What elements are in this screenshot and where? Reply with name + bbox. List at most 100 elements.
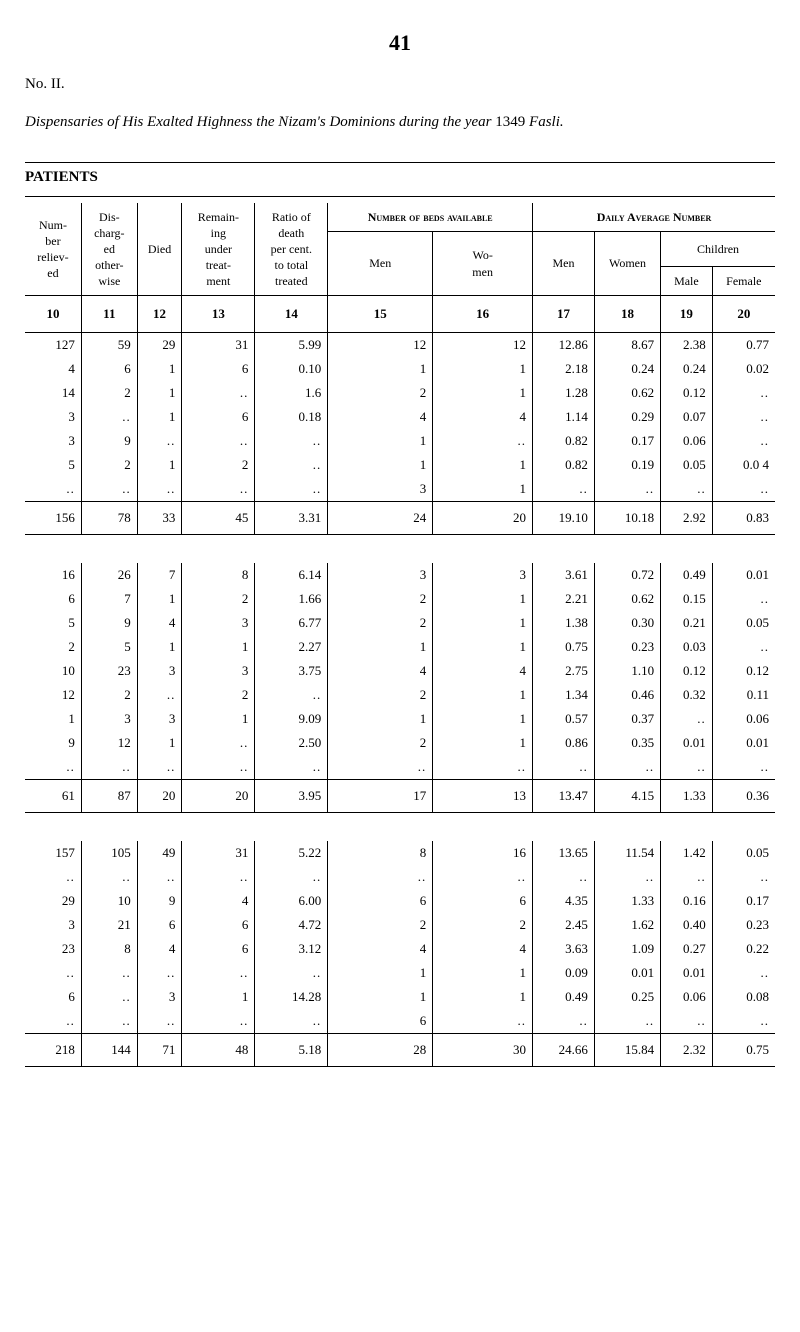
data-cell: .. — [182, 477, 255, 502]
data-cell: .. — [661, 707, 713, 731]
data-cell: .. — [182, 1009, 255, 1034]
data-cell: .. — [137, 755, 182, 780]
subtotal-cell: 45 — [182, 502, 255, 535]
col-child-male: Male — [661, 267, 713, 296]
data-cell: 12.86 — [533, 333, 595, 358]
col-number-cell: 14 — [255, 296, 328, 333]
data-cell: 14 — [25, 381, 81, 405]
data-cell: 3 — [433, 563, 533, 587]
title-suffix: Fasli. — [525, 114, 563, 130]
data-cell: 2 — [328, 381, 433, 405]
subtotal-cell: 15.84 — [594, 1034, 660, 1067]
data-cell: 6.77 — [255, 611, 328, 635]
data-cell: 1 — [137, 453, 182, 477]
data-cell: .. — [137, 961, 182, 985]
table-row: ...................... — [25, 755, 775, 780]
col-number-cell: 20 — [712, 296, 775, 333]
data-cell: 6 — [182, 357, 255, 381]
table-row: 67121.66212.210.620.15.. — [25, 587, 775, 611]
data-cell: 1.33 — [594, 889, 660, 913]
subtotal-cell: 1.33 — [661, 780, 713, 813]
number-beds-label: Number of beds available — [368, 210, 493, 224]
data-cell: 9 — [81, 429, 137, 453]
data-cell: 0.49 — [533, 985, 595, 1009]
data-cell: .. — [712, 381, 775, 405]
data-cell: .. — [25, 1009, 81, 1034]
data-cell: .. — [255, 1009, 328, 1034]
data-cell: 0.29 — [594, 405, 660, 429]
subtotal-cell: 144 — [81, 1034, 137, 1067]
data-cell: 4 — [433, 659, 533, 683]
data-cell: 9 — [81, 611, 137, 635]
data-cell: .. — [81, 477, 137, 502]
data-cell: 1 — [433, 611, 533, 635]
data-cell: 2 — [182, 683, 255, 707]
data-cell: 1 — [25, 707, 81, 731]
data-cell: 8 — [182, 563, 255, 587]
table-row: 122..2..211.340.460.320.11 — [25, 683, 775, 707]
data-cell: 0.30 — [594, 611, 660, 635]
data-cell: 0.32 — [661, 683, 713, 707]
data-cell: 9 — [137, 889, 182, 913]
data-cell: 1 — [137, 635, 182, 659]
data-cell: 0.23 — [594, 635, 660, 659]
title-prefix: Dispensaries of His Exalted Highness the… — [25, 114, 495, 130]
data-cell: 1 — [433, 453, 533, 477]
data-cell: 0.06 — [712, 707, 775, 731]
data-cell: 1 — [137, 381, 182, 405]
subtotal-row: 618720203.95171313.474.151.330.36 — [25, 780, 775, 813]
table-row: 238463.12443.631.090.270.22 — [25, 937, 775, 961]
data-cell: .. — [594, 865, 660, 889]
data-cell: .. — [81, 1009, 137, 1034]
data-cell: 3 — [25, 913, 81, 937]
data-cell: 12 — [433, 333, 533, 358]
data-cell: 6 — [137, 913, 182, 937]
subtotal-cell: 10.18 — [594, 502, 660, 535]
data-cell: 6 — [433, 889, 533, 913]
data-cell: .. — [255, 683, 328, 707]
data-cell: 1.34 — [533, 683, 595, 707]
table-row: 2910946.00664.351.330.160.17 — [25, 889, 775, 913]
subtotal-cell: 48 — [182, 1034, 255, 1067]
data-cell: .. — [81, 755, 137, 780]
subtotal-cell: 3.31 — [255, 502, 328, 535]
data-cell: 0.24 — [661, 357, 713, 381]
col-remaining: Remain-ingundertreat-ment — [182, 203, 255, 296]
col-avg-men: Men — [533, 231, 595, 296]
data-cell: 0.09 — [533, 961, 595, 985]
data-cell: 12 — [81, 731, 137, 755]
table-row: 39......1..0.820.170.06.. — [25, 429, 775, 453]
data-cell: .. — [182, 865, 255, 889]
col-discharged: Dis-charg-edother-wise — [81, 203, 137, 296]
data-cell: 4 — [328, 937, 433, 961]
data-cell: 4.35 — [533, 889, 595, 913]
data-cell: 26 — [81, 563, 137, 587]
data-cell: 4 — [433, 937, 533, 961]
data-cell: 2 — [81, 683, 137, 707]
data-cell: 3 — [328, 563, 433, 587]
data-cell: .. — [25, 961, 81, 985]
data-cell: 0.01 — [712, 563, 775, 587]
subtotal-cell: 71 — [137, 1034, 182, 1067]
data-cell: .. — [182, 731, 255, 755]
data-cell: .. — [533, 1009, 595, 1034]
data-cell: 13.65 — [533, 841, 595, 865]
data-cell: 9 — [25, 731, 81, 755]
subtotal-row: 1567833453.31242019.1010.182.920.83 — [25, 502, 775, 535]
table-row: 59436.77211.380.300.210.05 — [25, 611, 775, 635]
data-cell: 29 — [137, 333, 182, 358]
data-cell: 16 — [433, 841, 533, 865]
data-cell: 0.05 — [712, 841, 775, 865]
col-avg-women: Women — [594, 231, 660, 296]
data-cell: 3 — [137, 985, 182, 1009]
data-cell: .. — [594, 477, 660, 502]
data-cell: 0.06 — [661, 985, 713, 1009]
data-cell: 0.17 — [594, 429, 660, 453]
table-row: 321664.72222.451.620.400.23 — [25, 913, 775, 937]
table-row: 1275929315.99121212.868.672.380.77 — [25, 333, 775, 358]
subtotal-cell: 61 — [25, 780, 81, 813]
data-cell: .. — [712, 429, 775, 453]
data-cell: .. — [182, 429, 255, 453]
subtotal-cell: 19.10 — [533, 502, 595, 535]
data-cell: 1 — [182, 985, 255, 1009]
